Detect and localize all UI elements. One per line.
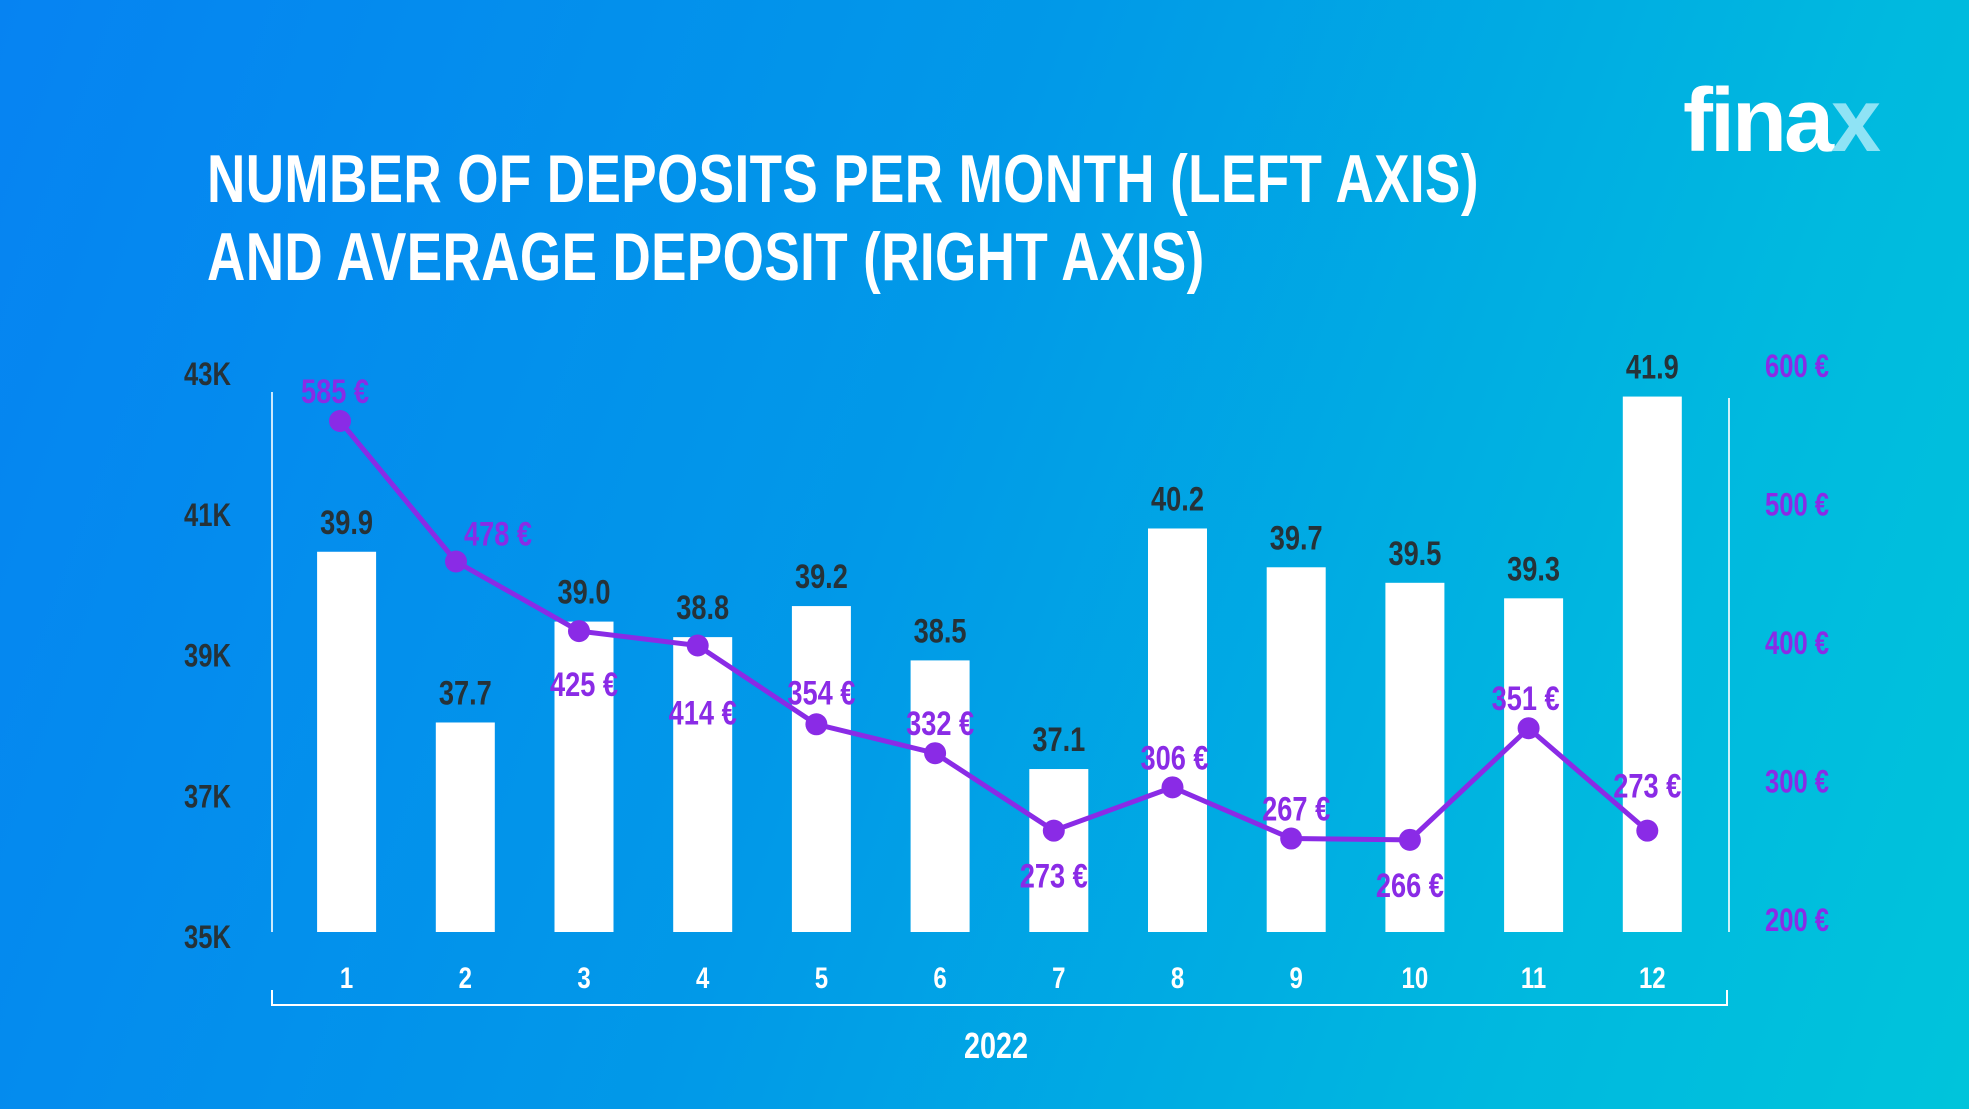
line-value-label: 273 € [1020,857,1088,896]
line-value-label: 351 € [1492,679,1560,718]
bar-month-2 [435,722,495,932]
line-value-label: 332 € [906,704,974,743]
x-axis-tick-label: 12 [1639,960,1666,994]
bar-month-9 [1266,567,1326,932]
line-point-month-6 [924,742,947,765]
line-point-month-5 [805,713,828,736]
x-axis-tick-label: 4 [696,960,709,994]
line-point-month-4 [686,634,709,657]
x-axis-tick-label: 1 [340,960,353,994]
chart-title-line-1: NUMBER OF DEPOSITS PER MONTH (LEFT AXIS) [207,141,1479,217]
bar-month-3 [554,621,614,932]
bar-value-label: 37.1 [1032,720,1085,759]
bar-value-label: 39.2 [795,557,848,596]
left-axis-tick-label: 39K [184,639,231,674]
bar-month-11 [1504,598,1564,932]
left-axis-tick-label: 43K [184,357,231,392]
bar-value-label: 38.8 [676,588,729,627]
left-axis-tick-label: 35K [184,920,231,955]
line-value-label: 267 € [1262,790,1330,829]
line-value-label: 266 € [1376,866,1444,905]
x-axis-tick-label: 11 [1521,960,1546,994]
bar-value-label: 39.7 [1270,518,1323,557]
left-axis-tick-label: 41K [184,498,231,533]
x-axis-bracket [271,990,1728,1006]
average-deposit-line [338,419,1649,843]
bar-value-label: 39.9 [320,503,373,542]
bar-month-6 [910,660,970,932]
left-axis-tick-label: 37K [184,780,231,815]
x-axis-tick-label: 10 [1402,960,1429,994]
line-value-label: 478 € [464,515,532,554]
line-point-month-11 [1517,717,1540,740]
line-value-label: 425 € [550,665,618,704]
bar-month-10 [1385,582,1445,932]
chart-title-line-2: AND AVERAGE DEPOSIT (RIGHT AXIS) [207,219,1205,295]
finax-logo: finax [1683,71,1881,171]
line-point-month-9 [1280,827,1303,850]
bar-month-4 [673,637,733,932]
bar-value-label: 39.0 [558,573,611,612]
bar-month-1 [317,551,377,932]
right-axis-tick-label: 400 € [1765,626,1829,661]
x-axis-tick-label: 3 [577,960,590,994]
line-value-label: 585 € [301,372,369,411]
x-axis-tick-label: 6 [933,960,946,994]
x-axis-tick-label: 9 [1290,960,1303,994]
line-point-month-3 [568,620,590,643]
line-value-label: 414 € [669,694,737,733]
line-value-label: 273 € [1613,767,1681,806]
line-point-month-8 [1161,776,1184,799]
bar-value-label: 39.5 [1388,534,1441,573]
bar-value-label: 39.3 [1507,549,1560,588]
bar-month-7 [1029,769,1089,932]
x-axis-tick-label: 7 [1052,960,1065,994]
bar-month-5 [791,606,851,932]
chart-title: NUMBER OF DEPOSITS PER MONTH (LEFT AXIS)… [207,140,1479,296]
x-axis-tick-label: 8 [1171,960,1184,994]
line-point-month-7 [1042,819,1065,842]
x-axis-tick-label: 5 [815,960,828,994]
bar-month-12 [1622,396,1682,932]
line-value-label: 306 € [1140,738,1208,777]
right-axis-tick-label: 300 € [1765,765,1829,800]
bar-value-label: 41.9 [1626,348,1679,387]
line-point-month-10 [1398,828,1421,851]
bar-month-8 [1148,528,1207,932]
line-point-month-2 [445,550,467,573]
x-axis-label: 2022 [964,1025,1028,1066]
bar-value-label: 40.2 [1151,480,1204,519]
right-axis-tick-label: 600 € [1765,349,1829,384]
line-value-label: 354 € [787,673,855,712]
bar-value-label: 38.5 [914,611,967,650]
x-axis-tick-label: 2 [459,960,472,994]
right-axis-tick-label: 200 € [1765,903,1829,938]
right-axis-tick-label: 500 € [1765,488,1829,523]
line-point-month-12 [1636,819,1659,842]
line-point-month-1 [329,410,351,432]
bar-value-label: 37.7 [439,674,492,713]
